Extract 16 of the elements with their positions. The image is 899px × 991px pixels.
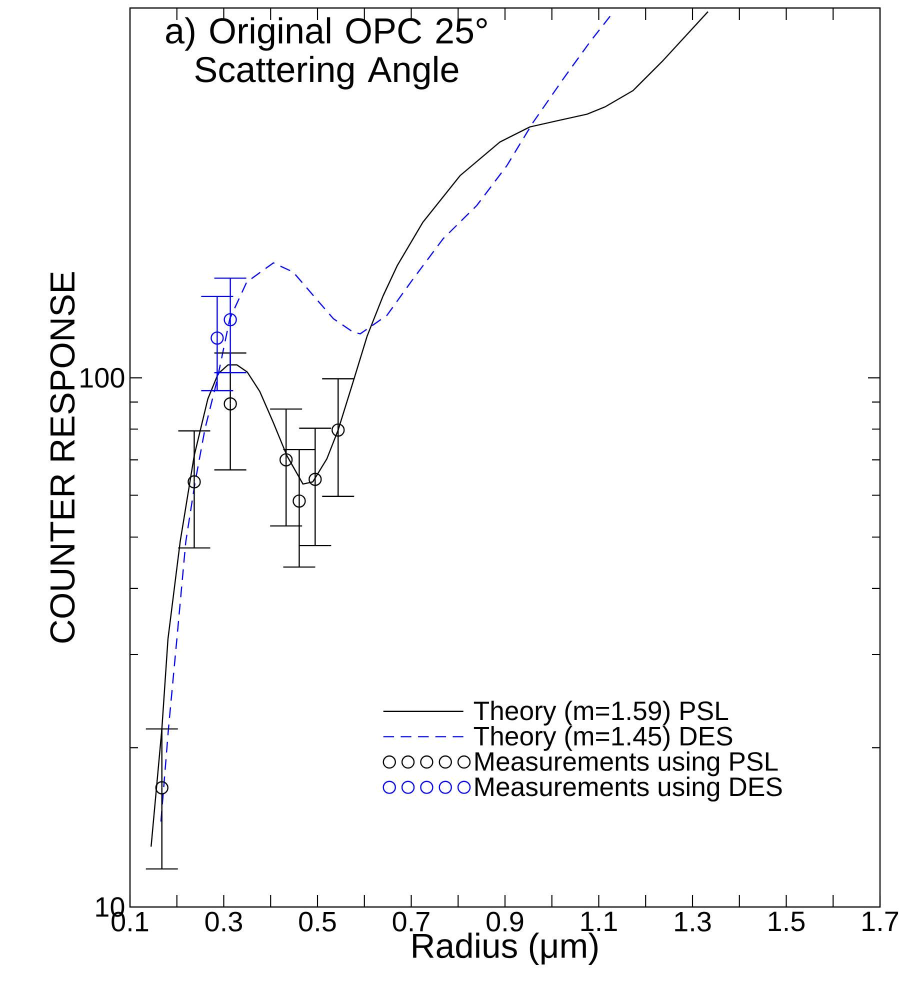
y-axis-title: COUNTER RESPONSE — [50, 272, 75, 643]
x-tick-label: 0.3 — [205, 912, 242, 932]
x-tick-label: 1.1 — [581, 912, 617, 931]
x-tick-label: 1.7 — [862, 912, 898, 931]
x-tick-label: 0.7 — [392, 912, 430, 932]
x-tick-label: 0.9 — [486, 912, 524, 932]
legend-label: Theory (m=1.59) PSL — [474, 700, 728, 726]
text: a) Original OPC 25° Scattering Angle — [166, 17, 487, 90]
legend-label: Measurements using DES — [476, 776, 782, 802]
legend-label: Theory (m=1.45) DES — [474, 726, 732, 751]
legend-label: Measurements using PSL — [476, 751, 778, 776]
x-tick-label: 0.5 — [299, 912, 336, 932]
y-tick-label: 100 — [80, 368, 124, 388]
x-tick-label: 1.5 — [768, 912, 805, 932]
x-tick-label: 1.3 — [675, 912, 711, 932]
x-axis-title: Radius (μm) — [413, 932, 598, 965]
